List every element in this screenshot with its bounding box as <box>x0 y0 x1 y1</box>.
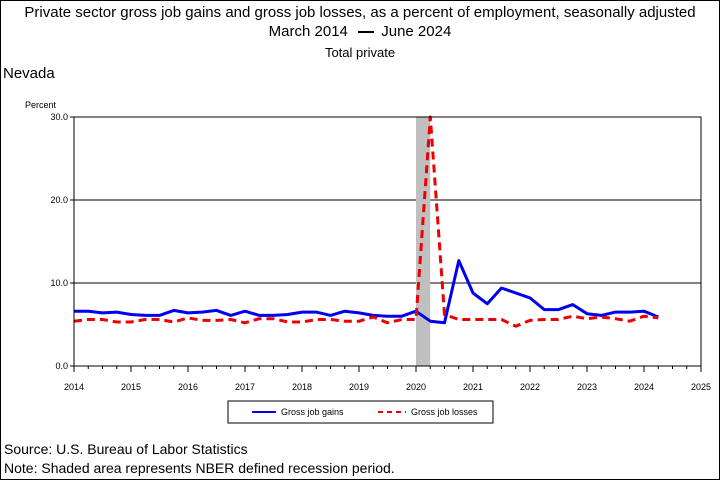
x-tick-label: 2020 <box>406 382 426 392</box>
x-tick-label: 2017 <box>235 382 255 392</box>
source-note: Source: U.S. Bureau of Labor Statistics <box>4 441 248 457</box>
x-tick-label: 2023 <box>577 382 597 392</box>
date-range-end: June 2024 <box>381 23 452 40</box>
x-tick-label: 2018 <box>292 382 312 392</box>
date-range-dash <box>358 31 375 34</box>
series-layer <box>73 115 659 328</box>
plot-border <box>73 116 702 367</box>
region-label: Nevada <box>3 65 55 82</box>
y-tick-label: 20.0 <box>50 195 68 205</box>
series-line-losses <box>73 115 659 328</box>
x-tick-label: 2019 <box>349 382 369 392</box>
axis-layer: 0.0 10.0 20.0 30.0 2014 2015 2016 2017 2018 2019 2… <box>50 112 711 392</box>
date-range-start: March 2014 <box>268 23 348 40</box>
x-tick-label: 2016 <box>178 382 198 392</box>
chart-date-range: March 2014 June 2024 <box>1 23 719 40</box>
x-tick-label: 2024 <box>634 382 654 392</box>
x-tick-label: 2021 <box>463 382 483 392</box>
x-tick-label: 2025 <box>691 382 711 392</box>
y-tick-label: 10.0 <box>50 278 68 288</box>
x-tick-label: 2014 <box>64 382 84 392</box>
recession-note: Note: Shaded area represents NBER define… <box>4 460 395 476</box>
y-axis-label: Percent <box>25 100 57 110</box>
legend-box <box>227 400 494 424</box>
legend-label-losses: Gross job losses <box>411 407 478 417</box>
y-tick-label: 0.0 <box>55 361 68 371</box>
x-tick-label: 2015 <box>121 382 141 392</box>
x-tick-label: 2022 <box>520 382 540 392</box>
grid-layer <box>74 116 701 367</box>
chart-subtitle: Total private <box>324 45 396 60</box>
series-line-gains <box>74 259 659 325</box>
chart-title: Private sector gross job gains and gross… <box>24 4 696 21</box>
legend-label-gains: Gross job gains <box>281 407 344 417</box>
legend-layer: Gross job gains Gross job losses <box>227 400 494 424</box>
y-tick-label: 30.0 <box>50 112 68 122</box>
